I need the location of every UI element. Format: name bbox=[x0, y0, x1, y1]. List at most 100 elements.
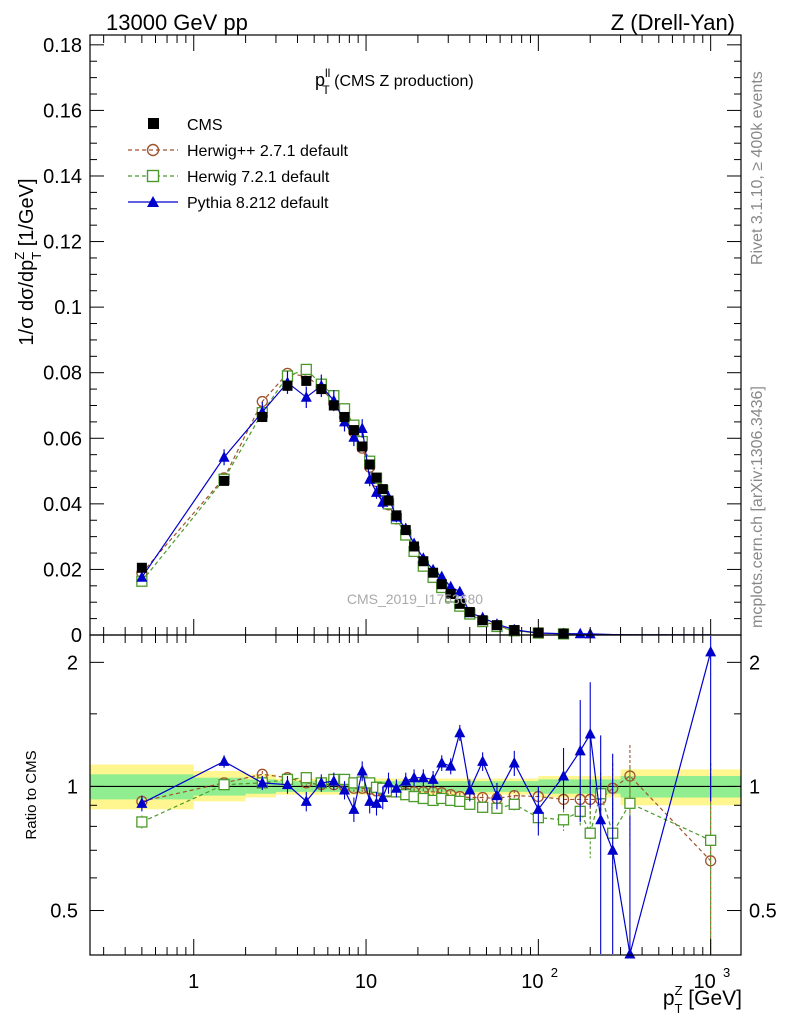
series-0-point-0 bbox=[136, 562, 147, 573]
ratio-3-point-23 bbox=[477, 755, 489, 766]
ratio-3-point-6 bbox=[328, 775, 340, 786]
main-panel-series bbox=[136, 363, 711, 640]
series-3-point-8 bbox=[348, 431, 360, 442]
series-0-point-6 bbox=[328, 400, 339, 411]
ratio-3-point-7 bbox=[339, 784, 351, 795]
ratio-3-point-17 bbox=[417, 771, 429, 783]
x-tick-label-3: 10 bbox=[694, 971, 716, 993]
ratio-3-point-13 bbox=[383, 776, 395, 788]
ratio-3-point-33 bbox=[705, 645, 717, 657]
series-0-point-13 bbox=[383, 495, 394, 506]
ratio-panel-series bbox=[136, 636, 717, 959]
ratio-tick-label-right-1: 1 bbox=[749, 776, 760, 798]
ratio-2-point-16 bbox=[408, 790, 420, 803]
ratio-3-point-12 bbox=[377, 791, 389, 803]
ratio-3-point-19 bbox=[436, 756, 448, 768]
ratio-panel-frame bbox=[89, 634, 742, 956]
process-label: Z (Drell-Yan) bbox=[611, 10, 735, 35]
ratio-3-point-22 bbox=[464, 784, 476, 795]
series-0-point-22 bbox=[464, 607, 475, 618]
analysis-watermark: CMS_2019_I1753680 bbox=[347, 591, 483, 607]
ratio-3-point-32 bbox=[624, 948, 636, 959]
ratio-3-point-1 bbox=[218, 755, 230, 766]
ratio-2-point-23 bbox=[476, 801, 489, 813]
legend-label-cms: CMS bbox=[187, 117, 223, 134]
ratio-3-point-8 bbox=[348, 803, 360, 814]
legend-marker-herwigpp bbox=[146, 143, 160, 157]
ratio-2-point-17 bbox=[417, 792, 429, 805]
plot-title: pll T (CMS Z production) bbox=[315, 66, 474, 97]
x-tick-label-1: 10 bbox=[355, 971, 377, 993]
ratio-3-point-15 bbox=[400, 775, 412, 786]
ratio-tick-label-0: 0.5 bbox=[50, 901, 78, 923]
series-0-point-21 bbox=[454, 598, 465, 609]
x-tick-exponent-3: 3 bbox=[723, 965, 730, 980]
ratio-2-point-21 bbox=[454, 795, 466, 808]
ratio-2-point-25 bbox=[508, 798, 520, 810]
x-tick-label-2: 10 bbox=[521, 971, 543, 993]
y-axis-label: 1/σ dσ/dpZ T [1/GeV] bbox=[12, 178, 44, 345]
y-tick-label-8: 0.16 bbox=[43, 100, 82, 122]
ratio-2-point-27 bbox=[557, 814, 570, 826]
ratio-tick-label-right-2: 2 bbox=[749, 652, 760, 674]
ratio-2-point-4 bbox=[300, 772, 312, 784]
y-tick-label-2: 0.04 bbox=[43, 494, 82, 516]
series-3-point-19 bbox=[436, 570, 448, 582]
series-0-point-15 bbox=[400, 525, 411, 536]
ratio-3-point-10 bbox=[364, 795, 376, 806]
series-line-1 bbox=[141, 372, 711, 636]
ratio-3-point-26 bbox=[532, 803, 544, 814]
ratio-2-point-29 bbox=[584, 827, 596, 839]
legend-entry-pythia: Pythia 8.212 default bbox=[128, 195, 329, 212]
ratio-3-point-21 bbox=[454, 726, 466, 738]
x-axis-label: pZ T [GeV] bbox=[663, 983, 742, 1016]
ratio-3-point-30 bbox=[595, 813, 607, 825]
collision-energy-label: 13000 GeV pp bbox=[106, 10, 248, 35]
ratio-tick-label-2: 2 bbox=[67, 652, 78, 674]
series-3-point-9 bbox=[356, 422, 368, 433]
series-0-point-12 bbox=[377, 484, 388, 495]
ratio-3-point-11 bbox=[371, 797, 383, 808]
series-0-point-11 bbox=[371, 472, 382, 483]
series-0-point-17 bbox=[418, 556, 429, 567]
ratio-3-point-24 bbox=[491, 789, 503, 801]
series-3-point-11 bbox=[371, 486, 383, 497]
ratio-2-point-0 bbox=[136, 816, 148, 828]
series-0-point-4 bbox=[301, 375, 312, 386]
series-0-point-14 bbox=[391, 510, 402, 521]
series-0-point-18 bbox=[428, 567, 439, 578]
y-tick-label-9: 0.18 bbox=[43, 35, 82, 57]
ratio-3-point-5 bbox=[315, 776, 327, 788]
axes: 0 0.02 0.04 0.06 0.08 0.1 0.12 0.14 0.16 0.18 0.5 0… bbox=[43, 35, 777, 993]
ratio-3-point-18 bbox=[427, 773, 439, 784]
ratio-2-point-33 bbox=[705, 834, 717, 846]
x-tick-label-0: 1 bbox=[188, 971, 199, 993]
y-tick-label-7: 0.14 bbox=[43, 166, 82, 188]
series-0-point-19 bbox=[436, 579, 447, 590]
series-3-point-21 bbox=[454, 585, 466, 597]
series-0-point-23 bbox=[477, 615, 488, 626]
ratio-tick-label-right-0: 0.5 bbox=[749, 901, 777, 923]
legend-entry-cms: CMS bbox=[148, 117, 223, 134]
rivet-label: Rivet 3.1.10, ≥ 400k events bbox=[749, 71, 766, 265]
series-3-point-20 bbox=[445, 580, 457, 592]
y-tick-label-5: 0.1 bbox=[54, 297, 82, 319]
legend-label-pythia: Pythia 8.212 default bbox=[187, 195, 329, 212]
ratio-3-point-9 bbox=[356, 765, 368, 776]
ratio-2-point-1 bbox=[218, 778, 230, 791]
ratio-3-point-3 bbox=[281, 778, 293, 790]
mcplots-label: mcplots.cern.ch [arXiv:1306.3436] bbox=[749, 386, 766, 628]
legend-label-herwigpp: Herwig++ 2.7.1 default bbox=[187, 143, 349, 160]
series-0-point-20 bbox=[445, 589, 456, 600]
legend-marker-herwig7 bbox=[146, 169, 160, 183]
series-0-point-16 bbox=[409, 541, 420, 552]
series-0-point-25 bbox=[509, 625, 520, 636]
series-0 bbox=[136, 375, 569, 639]
ratio-3-point-16 bbox=[408, 771, 420, 783]
ratio-tick-label-1: 1 bbox=[67, 776, 78, 798]
series-0-point-5 bbox=[316, 384, 327, 395]
ratio-series-3 bbox=[136, 636, 717, 959]
ratio-3-point-4 bbox=[300, 795, 312, 806]
ratio-3-point-2 bbox=[256, 776, 268, 788]
